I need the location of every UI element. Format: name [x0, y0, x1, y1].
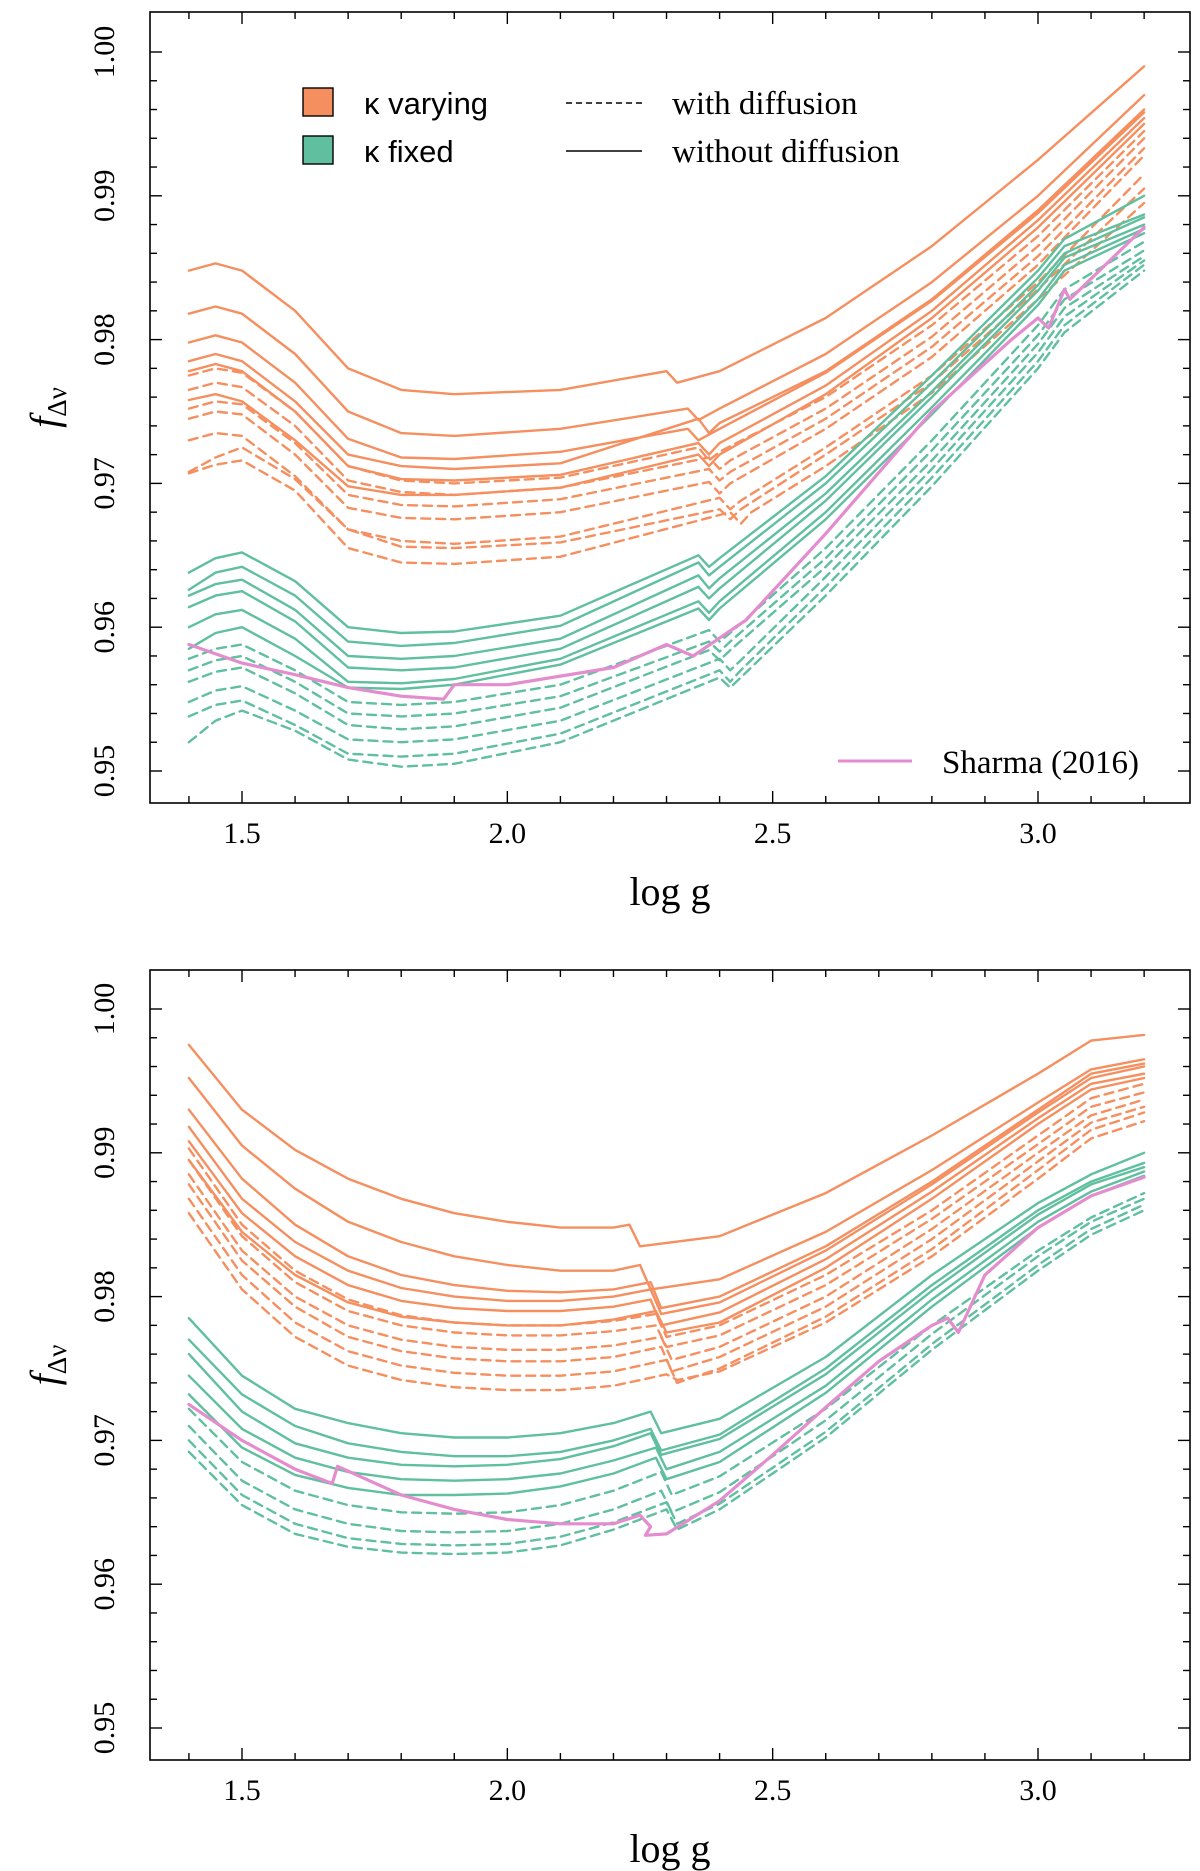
bottom-y-axis-title: fΔν — [22, 1345, 72, 1386]
top-series-fixed-solid-15 — [187, 216, 1146, 660]
top-legend-sharma: Sharma (2016) — [942, 745, 1139, 781]
bottom-plot-frame — [149, 969, 1191, 1761]
top-series-varying-dashed-8 — [187, 147, 1146, 508]
bottom-y-tick-label: 0.97 — [88, 1414, 121, 1467]
top-y-tick-label: 0.96 — [88, 601, 121, 654]
top-y-tick-label: 0.98 — [88, 313, 121, 366]
bottom-series-varying-dashed-7 — [187, 1091, 1146, 1349]
top-series-sharma-solid-25 — [187, 225, 1146, 701]
top-series-fixed-solid-13 — [187, 194, 1146, 635]
top-legend-kappa-fixed: κ fixed — [364, 134, 454, 169]
bottom-series-fixed-solid-12 — [187, 1151, 1146, 1439]
top-y-tick-label: 1.00 — [88, 26, 121, 79]
top-series-fixed-dashed-23 — [187, 263, 1146, 758]
top-series-fixed-solid-17 — [187, 227, 1146, 685]
bottom-series-varying-dashed-9 — [187, 1105, 1146, 1373]
top-series-varying-solid-4 — [187, 116, 1146, 482]
top-x-axis-title: log g — [629, 869, 710, 914]
bottom-y-tick-label: 0.96 — [88, 1558, 121, 1611]
bottom-x-tick-label: 2.0 — [489, 1774, 527, 1807]
top-series-varying-dashed-9 — [187, 154, 1146, 521]
bottom-x-tick-label: 3.0 — [1019, 1774, 1057, 1807]
bottom-series-varying-solid-5 — [187, 1076, 1146, 1334]
top-series-fixed-dashed-24 — [187, 269, 1146, 768]
top-y-tick-label: 0.99 — [88, 170, 121, 223]
top-series-group — [187, 65, 1146, 768]
bottom-series-fixed-dashed-17 — [187, 1191, 1146, 1515]
top-panel: κ varying κ fixed with diffusion without… — [22, 11, 1191, 914]
bottom-series-fixed-solid-14 — [187, 1166, 1146, 1468]
top-series-varying-dashed-10 — [187, 173, 1146, 545]
bottom-series-sharma-solid-21 — [187, 1175, 1146, 1537]
bottom-series-varying-solid-0 — [187, 1033, 1146, 1248]
bottom-series-fixed-dashed-20 — [187, 1209, 1146, 1556]
bottom-series-varying-dashed-10 — [187, 1111, 1146, 1385]
bottom-series-group — [187, 1033, 1146, 1556]
bottom-series-fixed-dashed-18 — [187, 1197, 1146, 1534]
top-x-tick-label: 3.0 — [1019, 817, 1057, 850]
bottom-series-varying-solid-1 — [187, 1058, 1146, 1291]
top-series-varying-dashed-7 — [187, 137, 1146, 497]
top-series-fixed-solid-16 — [187, 223, 1146, 672]
top-series-varying-dashed-6 — [187, 129, 1146, 485]
top-y-tick-label: 0.95 — [88, 745, 121, 798]
bottom-series-varying-dashed-8 — [187, 1098, 1146, 1362]
top-series-varying-solid-3 — [187, 108, 1146, 471]
top-x-tick-label: 1.5 — [223, 817, 261, 850]
top-legend-without-diffusion: without diffusion — [672, 134, 900, 170]
bottom-y-tick-label: 0.98 — [88, 1270, 121, 1323]
top-ticks — [150, 12, 1190, 803]
bottom-y-tick-label: 0.95 — [88, 1702, 121, 1755]
bottom-x-axis-title: log g — [629, 1826, 710, 1871]
top-x-tick-label: 2.5 — [754, 817, 792, 850]
top-series-fixed-dashed-21 — [187, 255, 1146, 731]
bottom-panel: log g 1.5 2.0 2.5 3.0 0.95 0.96 0.97 0.98 0.99 1.… — [22, 969, 1191, 1871]
top-series-fixed-solid-14 — [187, 213, 1146, 648]
bottom-series-varying-solid-2 — [187, 1062, 1146, 1310]
bottom-x-tick-label: 1.5 — [223, 1774, 261, 1807]
top-x-tick-label: 2.0 — [489, 817, 527, 850]
top-plot-frame — [149, 11, 1191, 804]
bottom-series-varying-dashed-6 — [187, 1082, 1146, 1339]
bottom-y-tick-label: 0.99 — [88, 1127, 121, 1180]
bottom-series-fixed-solid-15 — [187, 1170, 1146, 1482]
top-series-fixed-solid-18 — [187, 232, 1146, 691]
bottom-series-varying-dashed-11 — [187, 1120, 1146, 1392]
legend-swatch-kappa-varying — [302, 87, 334, 117]
bottom-y-tick-label: 1.00 — [88, 983, 121, 1036]
top-series-fixed-dashed-22 — [187, 259, 1146, 744]
top-legend-kappa-varying: κ varying — [364, 86, 488, 121]
top-series-varying-solid-0 — [187, 65, 1146, 396]
top-y-axis-title: fΔν — [22, 387, 72, 428]
bottom-series-varying-solid-4 — [187, 1072, 1146, 1327]
top-series-varying-dashed-11 — [187, 187, 1146, 550]
bottom-x-tick-label: 2.5 — [754, 1774, 792, 1807]
top-y-tick-label: 0.97 — [88, 457, 121, 510]
top-legend-with-diffusion: with diffusion — [672, 86, 857, 122]
top-series-varying-solid-1 — [187, 93, 1146, 438]
bottom-ticks — [150, 970, 1190, 1760]
bottom-series-fixed-solid-13 — [187, 1161, 1146, 1458]
legend-swatch-kappa-fixed — [302, 135, 334, 165]
bottom-series-varying-solid-3 — [187, 1065, 1146, 1316]
top-series-varying-solid-2 — [187, 111, 1146, 461]
